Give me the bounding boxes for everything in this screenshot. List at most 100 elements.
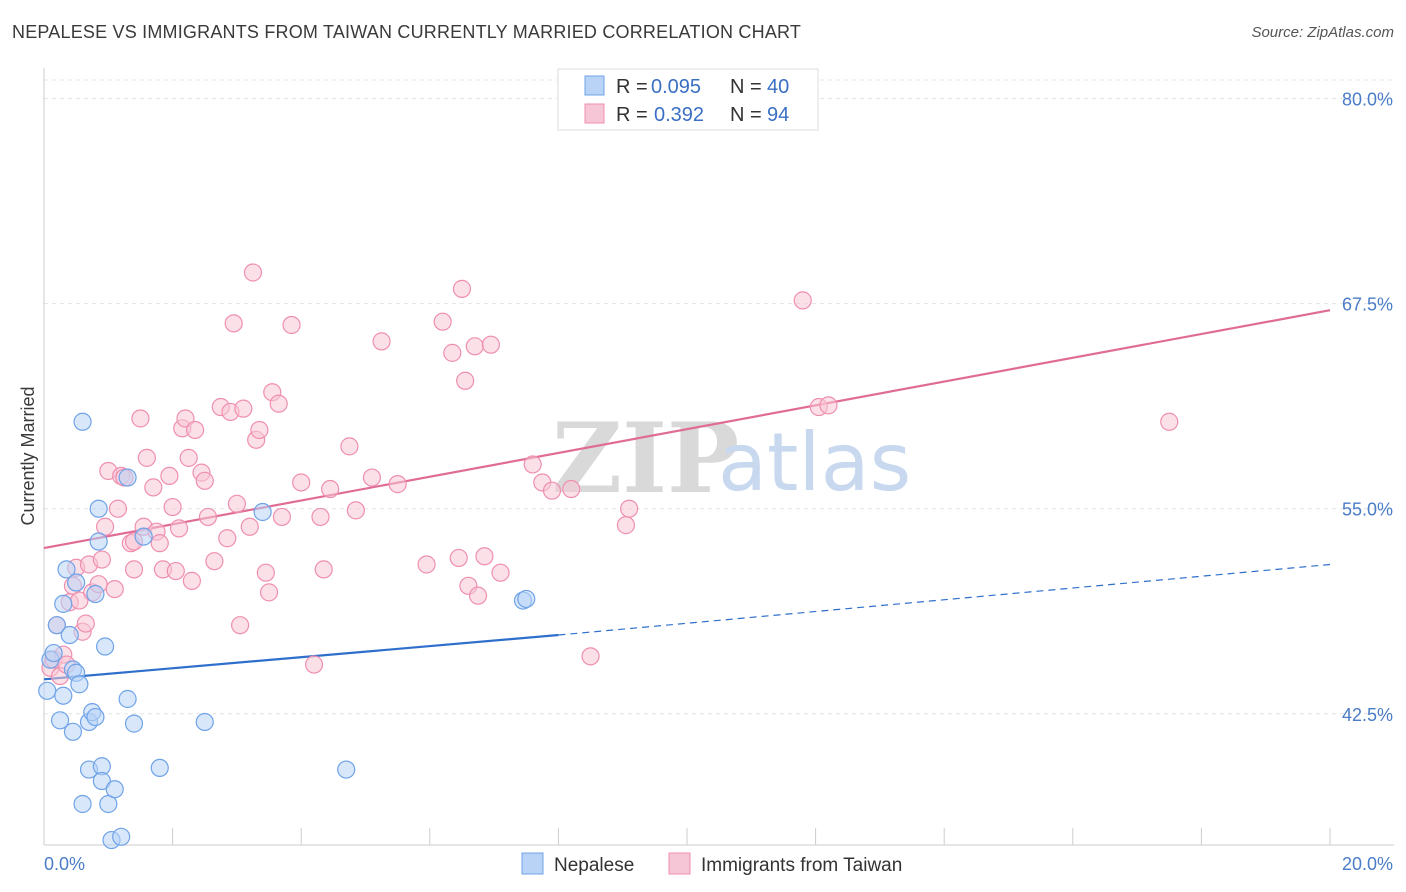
point-nepalese-8 [60, 625, 79, 645]
point-taiwan-55 [250, 420, 269, 440]
bottom-legend-nepalese: Nepalese [554, 855, 634, 876]
point-nepalese-2 [44, 643, 63, 663]
point-taiwan-90 [620, 499, 639, 518]
point-nepalese-13 [70, 675, 89, 694]
point-taiwan-69 [362, 468, 382, 487]
legend-r-label-2: R = [616, 104, 648, 126]
point-taiwan-11 [76, 614, 95, 633]
point-nepalese-36 [253, 502, 272, 522]
point-taiwan-32 [160, 466, 179, 486]
y-tick-label-1: 55.0% [1342, 500, 1393, 520]
point-taiwan-50 [231, 616, 250, 635]
point-taiwan-60 [272, 507, 292, 527]
point-taiwan-82 [481, 335, 500, 354]
point-taiwan-48 [224, 314, 243, 333]
point-nepalese-5 [54, 686, 73, 705]
trend-line-0 [43, 633, 559, 681]
point-taiwan-43 [198, 507, 218, 527]
legend-box: R = 0.095 N = 40 R = 0.392 N = 94 [557, 68, 819, 131]
legend-n-value-2: 94 [767, 104, 789, 126]
point-taiwan-18 [105, 579, 124, 599]
point-taiwan-74 [443, 343, 462, 362]
y-tick-label-0: 42.5% [1342, 705, 1393, 725]
bottom-legend-swatch-taiwan [668, 852, 691, 875]
point-taiwan-80 [468, 586, 488, 605]
point-taiwan-66 [321, 479, 340, 499]
point-taiwan-72 [417, 555, 436, 574]
point-taiwan-86 [542, 481, 562, 500]
point-nepalese-10 [67, 573, 86, 592]
point-nepalese-25 [95, 637, 115, 656]
point-taiwan-94 [1160, 412, 1179, 431]
point-taiwan-53 [243, 263, 263, 282]
legend-r-label-1: R = [616, 76, 648, 98]
point-taiwan-57 [259, 583, 279, 602]
point-taiwan-27 [137, 448, 156, 467]
legend-n-label-2: N = [730, 104, 762, 126]
point-taiwan-63 [304, 655, 324, 674]
point-taiwan-46 [218, 529, 237, 548]
point-nepalese-32 [124, 714, 144, 733]
point-taiwan-24 [124, 560, 144, 579]
point-taiwan-79 [465, 337, 484, 356]
point-nepalese-29 [112, 827, 131, 846]
x-tick-labels: 0.0% 20.0% [44, 854, 1393, 874]
point-taiwan-38 [179, 448, 198, 467]
legend-n-value-1: 40 [767, 76, 789, 98]
point-nepalese-34 [150, 758, 169, 778]
point-taiwan-64 [311, 507, 330, 527]
point-nepalese-19 [86, 707, 105, 727]
point-nepalese-7 [57, 560, 76, 579]
point-nepalese-14 [73, 412, 92, 431]
trend-line-extension-0 [558, 563, 1331, 636]
point-taiwan-59 [269, 394, 288, 413]
legend-swatch-taiwan [584, 103, 605, 124]
point-taiwan-65 [314, 560, 333, 579]
watermark: ZIP atlas [552, 402, 911, 515]
point-nepalese-30 [118, 689, 137, 709]
point-taiwan-88 [581, 647, 600, 666]
legend-swatch-nepalese [584, 75, 605, 96]
point-taiwan-73 [433, 312, 452, 331]
point-taiwan-39 [182, 571, 201, 590]
point-taiwan-91 [793, 291, 812, 310]
point-taiwan-75 [449, 548, 468, 568]
point-taiwan-89 [616, 516, 636, 535]
point-taiwan-62 [292, 473, 311, 492]
point-taiwan-19 [108, 499, 128, 518]
point-taiwan-40 [186, 420, 205, 440]
point-nepalese-20 [86, 584, 105, 604]
bottom-legend-swatch-nepalese [521, 852, 544, 875]
watermark-zip: ZIP [552, 402, 739, 515]
point-taiwan-71 [388, 475, 407, 494]
point-taiwan-34 [166, 561, 185, 581]
x-tick-label-1: 20.0% [1342, 854, 1393, 874]
point-taiwan-81 [475, 547, 494, 566]
point-nepalese-22 [89, 499, 108, 518]
y-axis-label: Currently Married [18, 386, 38, 525]
point-taiwan-25 [131, 409, 150, 428]
point-nepalese-15 [73, 794, 92, 814]
point-taiwan-44 [205, 552, 224, 571]
point-taiwan-49 [227, 494, 246, 513]
y-tick-labels: 42.5% 55.0% 67.5% 80.0% [1342, 90, 1393, 725]
point-taiwan-61 [282, 315, 301, 335]
point-taiwan-56 [256, 563, 275, 582]
point-taiwan-68 [346, 501, 365, 520]
point-taiwan-51 [234, 399, 253, 418]
point-taiwan-84 [523, 455, 542, 474]
point-nepalese-31 [118, 468, 137, 487]
point-taiwan-15 [92, 550, 111, 569]
point-nepalese-21 [89, 532, 108, 551]
point-taiwan-33 [163, 497, 182, 517]
bottom-legend: Nepalese Immigrants from Taiwan [521, 852, 902, 876]
point-nepalese-33 [134, 527, 153, 546]
legend-n-label-1: N = [730, 76, 762, 98]
point-taiwan-70 [372, 332, 391, 351]
point-nepalese-35 [195, 712, 214, 732]
point-nepalese-24 [92, 771, 111, 791]
point-nepalese-28 [105, 780, 124, 799]
data-points [38, 263, 1179, 850]
point-taiwan-93 [819, 396, 838, 415]
